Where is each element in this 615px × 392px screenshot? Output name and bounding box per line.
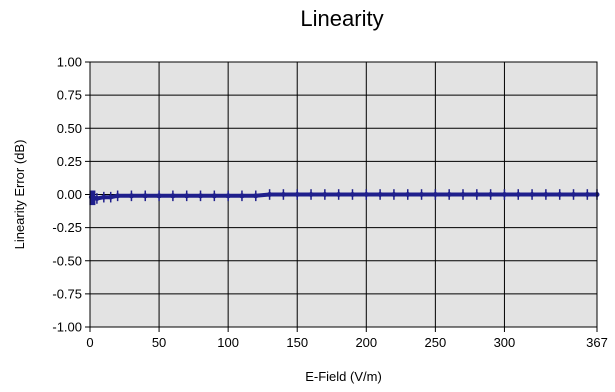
data-point — [543, 192, 549, 197]
data-point — [571, 192, 577, 197]
x-tick-label: 200 — [355, 335, 377, 350]
data-point — [405, 192, 411, 197]
y-tick-label: -1.00 — [52, 320, 82, 335]
y-tick-label: 0.75 — [57, 88, 82, 103]
data-point — [432, 192, 438, 197]
y-tick-label: 1.00 — [57, 55, 82, 70]
data-point — [294, 192, 300, 197]
y-tick-label: -0.25 — [52, 220, 82, 235]
data-point — [267, 192, 273, 197]
x-tick-label: 50 — [152, 335, 166, 350]
data-point — [501, 192, 507, 197]
data-point — [363, 192, 369, 197]
data-point — [557, 192, 563, 197]
x-tick-label: 300 — [494, 335, 516, 350]
data-point — [349, 192, 355, 197]
data-point — [280, 192, 286, 197]
data-point — [515, 192, 521, 197]
data-point — [474, 192, 480, 197]
data-point — [488, 192, 494, 197]
data-point — [460, 192, 466, 197]
data-series — [88, 189, 600, 206]
data-point — [336, 192, 342, 197]
data-point — [128, 193, 134, 199]
y-tick-label: 0.50 — [57, 121, 82, 136]
data-point — [170, 193, 176, 199]
x-tick-label: 0 — [86, 335, 93, 350]
data-point — [253, 193, 259, 199]
y-tick-label: 0.00 — [57, 187, 82, 202]
data-point — [142, 193, 148, 199]
chart-title: Linearity — [300, 6, 383, 31]
data-point — [108, 194, 114, 200]
data-point — [101, 194, 107, 200]
data-point — [446, 192, 452, 197]
x-axis-ticks: 0 50 100 150 200 250 300 367 — [86, 327, 608, 350]
y-axis-ticks: 1.00 0.75 0.50 0.25 0.00 -0.25 -0.50 -0.75 -1.00 — [52, 55, 90, 335]
data-point — [239, 193, 245, 199]
data-point-start — [89, 190, 96, 206]
y-tick-label: 0.25 — [57, 154, 82, 169]
data-point — [377, 192, 383, 197]
y-tick-label: -0.50 — [52, 253, 82, 268]
series-line — [90, 192, 597, 201]
x-tick-label: 250 — [425, 335, 447, 350]
x-axis-label: E-Field (V/m) — [305, 369, 382, 384]
data-point — [391, 192, 397, 197]
data-point — [115, 193, 121, 199]
data-point — [322, 192, 328, 197]
plot-border — [89, 61, 598, 328]
data-point — [184, 193, 190, 199]
x-tick-label: 100 — [217, 335, 239, 350]
y-tick-label: -0.75 — [52, 286, 82, 301]
y-axis-label: Linearity Error (dB) — [12, 140, 27, 250]
data-point — [94, 195, 100, 201]
x-tick-label: 367 — [586, 335, 608, 350]
data-point — [529, 192, 535, 197]
data-point — [225, 193, 231, 199]
x-tick-label: 150 — [286, 335, 308, 350]
data-point — [308, 192, 314, 197]
data-point — [419, 192, 425, 197]
data-point — [584, 192, 590, 197]
data-point — [211, 193, 217, 199]
data-point — [198, 193, 204, 199]
data-point — [156, 193, 162, 199]
